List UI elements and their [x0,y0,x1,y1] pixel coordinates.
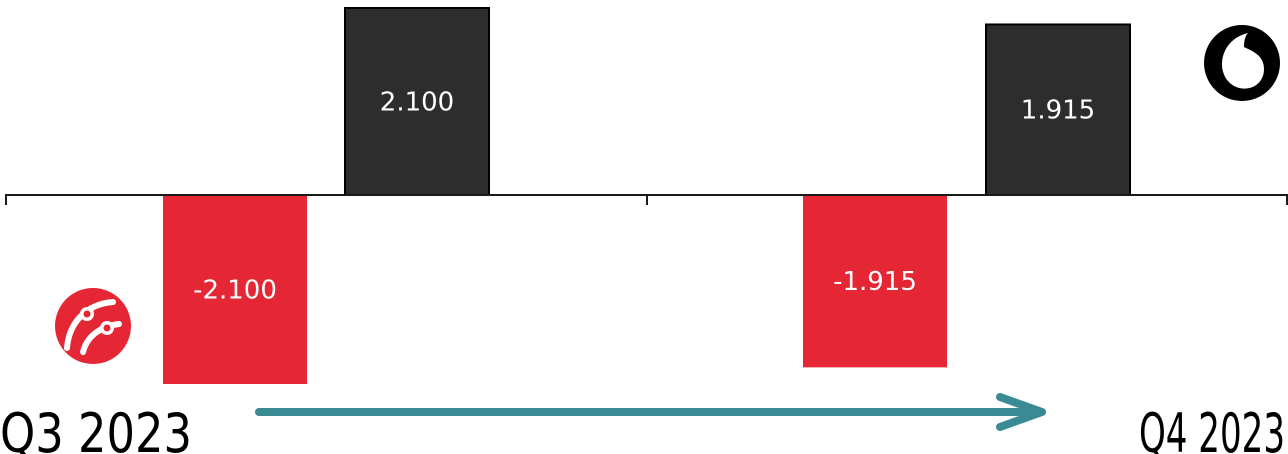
bar-value-label: 2.100 [380,88,454,118]
negative-bar [163,195,307,384]
period-label-end: Q4 2023 [1139,402,1285,454]
labels-layer: -2.100 2.100 -1.915 1.915 [193,88,1095,306]
bar-value-label: -2.100 [193,276,277,306]
turkcell-logo-icon [55,288,131,364]
positive-bar [985,23,1131,196]
vodafone-logo-icon [1204,25,1280,101]
period-label-start: Q3 2023 [0,402,192,454]
positive-bar [344,7,490,196]
bar-value-label: -1.915 [833,267,917,297]
period-arrow [255,393,1046,431]
bar-value-label: 1.915 [1021,96,1095,126]
bars-layer [163,7,1131,384]
negative-bar [803,195,947,368]
